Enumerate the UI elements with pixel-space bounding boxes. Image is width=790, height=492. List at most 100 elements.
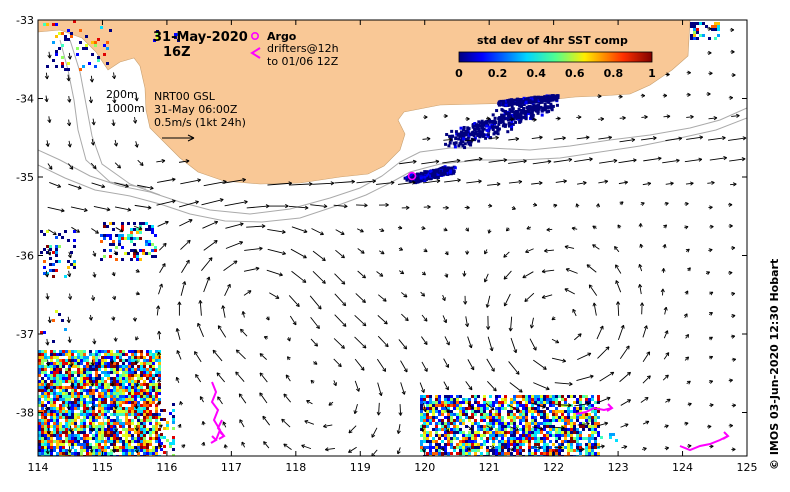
sst-pixel bbox=[149, 365, 152, 368]
sst-pixel bbox=[453, 434, 456, 437]
current-vector bbox=[421, 271, 426, 276]
sst-pixel bbox=[38, 362, 41, 365]
sst-pixel bbox=[537, 422, 540, 425]
sst-pixel bbox=[155, 407, 158, 410]
sst-pixel bbox=[125, 419, 128, 422]
sst-pixel bbox=[92, 410, 95, 413]
sst-pixel bbox=[531, 404, 534, 407]
current-vector bbox=[180, 239, 191, 250]
sst-pixel bbox=[107, 434, 110, 437]
sst-pixel bbox=[47, 392, 50, 395]
sst-pixel bbox=[457, 137, 461, 141]
sst-pixel bbox=[558, 419, 561, 422]
sst-pixel bbox=[116, 404, 119, 407]
sst-pixel bbox=[122, 395, 125, 398]
current-vector bbox=[503, 251, 510, 258]
sst-pixel bbox=[468, 440, 471, 443]
current-vector bbox=[577, 352, 592, 361]
sst-pixel bbox=[555, 416, 558, 419]
sst-pixel bbox=[423, 434, 426, 437]
sst-pixel bbox=[137, 380, 140, 383]
sst-pixel bbox=[483, 431, 486, 434]
sst-pixel bbox=[50, 419, 53, 422]
sst-pixel bbox=[485, 122, 489, 126]
sst-pixel bbox=[101, 371, 104, 374]
sst-pixel bbox=[690, 22, 693, 25]
sst-pixel bbox=[160, 433, 163, 436]
sst-pixel bbox=[80, 446, 83, 449]
sst-pixel bbox=[71, 356, 74, 359]
sst-pixel bbox=[118, 243, 121, 246]
sst-pixel bbox=[504, 401, 507, 404]
sst-pixel bbox=[86, 437, 89, 440]
sst-pixel bbox=[564, 425, 567, 428]
sst-pixel bbox=[594, 437, 597, 440]
sst-pixel bbox=[474, 395, 477, 398]
sst-pixel bbox=[486, 431, 489, 434]
current-vector bbox=[508, 361, 520, 375]
sst-pixel bbox=[478, 135, 482, 139]
sst-pixel bbox=[121, 258, 124, 261]
sst-pixel bbox=[74, 422, 77, 425]
current-vector bbox=[466, 446, 471, 451]
sst-pixel bbox=[59, 449, 62, 452]
sst-pixel bbox=[510, 431, 513, 434]
sst-pixel bbox=[513, 425, 516, 428]
current-vector bbox=[686, 380, 691, 385]
sst-pixel bbox=[106, 41, 109, 44]
colorbar-tick-label: 0 bbox=[455, 67, 463, 80]
sst-pixel bbox=[64, 230, 67, 233]
sst-pixel bbox=[510, 398, 513, 401]
current-vector bbox=[246, 204, 270, 209]
sst-pixel bbox=[506, 130, 510, 134]
sst-pixel bbox=[131, 398, 134, 401]
sst-pixel bbox=[113, 431, 116, 434]
current-vector bbox=[467, 402, 474, 410]
sst-pixel bbox=[131, 392, 134, 395]
sst-pixel bbox=[522, 404, 525, 407]
sst-pixel bbox=[140, 389, 143, 392]
sst-pixel bbox=[115, 258, 118, 261]
sst-pixel bbox=[489, 410, 492, 413]
sst-pixel bbox=[86, 368, 89, 371]
sst-pixel bbox=[498, 407, 501, 410]
sst-pixel bbox=[95, 425, 98, 428]
sst-pixel bbox=[501, 428, 504, 431]
sst-pixel bbox=[160, 448, 163, 451]
sst-pixel bbox=[528, 428, 531, 431]
sst-pixel bbox=[137, 374, 140, 377]
sst-pixel bbox=[55, 35, 58, 38]
sst-pixel bbox=[556, 94, 560, 98]
current-vector bbox=[421, 336, 428, 346]
current-vector bbox=[246, 224, 266, 229]
sst-pixel bbox=[59, 404, 62, 407]
sst-pixel bbox=[98, 401, 101, 404]
sst-pixel bbox=[149, 419, 152, 422]
sst-pixel bbox=[528, 437, 531, 440]
sst-pixel bbox=[44, 368, 47, 371]
sst-pixel bbox=[70, 263, 73, 266]
sst-pixel bbox=[690, 37, 693, 40]
sst-pixel bbox=[540, 398, 543, 401]
sst-pixel bbox=[143, 356, 146, 359]
sst-pixel bbox=[71, 422, 74, 425]
current-vector bbox=[66, 403, 71, 410]
sst-pixel bbox=[519, 117, 523, 121]
sst-pixel bbox=[473, 128, 477, 132]
sst-pixel bbox=[118, 240, 121, 243]
sst-pixel bbox=[446, 166, 450, 170]
sst-pixel bbox=[450, 431, 453, 434]
sst-pixel bbox=[107, 431, 110, 434]
sst-pixel bbox=[441, 428, 444, 431]
sst-pixel bbox=[549, 431, 552, 434]
sst-pixel bbox=[552, 94, 556, 98]
sst-pixel bbox=[71, 440, 74, 443]
sst-pixel bbox=[441, 452, 444, 455]
current-vector bbox=[532, 159, 552, 165]
sst-pixel bbox=[546, 425, 549, 428]
sst-pixel bbox=[471, 413, 474, 416]
sst-pixel bbox=[56, 443, 59, 446]
sst-pixel bbox=[498, 120, 502, 124]
sst-pixel bbox=[495, 434, 498, 437]
sst-pixel bbox=[125, 446, 128, 449]
